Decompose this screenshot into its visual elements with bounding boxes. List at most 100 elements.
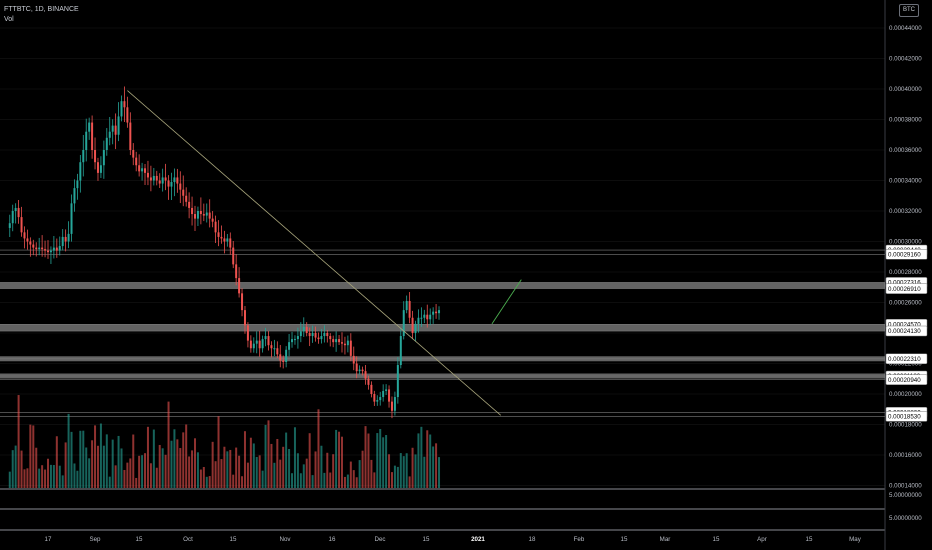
candle-body [423, 314, 426, 318]
candle-body [426, 314, 429, 320]
candle-body [432, 311, 435, 315]
volume-bar [161, 448, 164, 488]
volume-bar [326, 452, 329, 488]
volume-bar [438, 457, 441, 488]
volume-bar [120, 448, 123, 488]
time-tick-label: 15 [713, 536, 720, 543]
volume-bar [141, 455, 144, 488]
candle-body [111, 125, 114, 132]
candle-body [355, 363, 358, 372]
price-tick-label: 0.00018000 [889, 422, 922, 429]
candle-body [311, 333, 314, 337]
time-tick-label: 18 [529, 536, 536, 543]
volume-indicator-label[interactable]: Vol [4, 16, 14, 23]
volume-bar [135, 477, 138, 488]
volume-bar [220, 459, 223, 488]
volume-bar [338, 431, 341, 488]
volume-bar [182, 432, 185, 488]
candle-body [299, 331, 302, 337]
candle-body [146, 172, 149, 178]
volume-bar [179, 448, 182, 488]
volume-bar [126, 462, 129, 488]
candle-body [264, 336, 267, 340]
volume-bar [332, 454, 335, 488]
time-axis[interactable]: 17 Sep 15 Oct 15 Nov 16 Dec 15 2021 18 Feb 15 Mar 15 Ap… [45, 536, 862, 543]
candle-body [82, 150, 85, 163]
price-level-tag-text: 0.00029160 [888, 252, 921, 259]
volume-bar [232, 474, 235, 488]
volume-bar [91, 440, 94, 488]
candle-body [117, 116, 120, 135]
volume-bar [226, 451, 229, 488]
volume-bar [291, 473, 294, 488]
candle-body [164, 177, 167, 181]
symbol-title[interactable]: FTTBTC, 1D, BINANCE [4, 6, 79, 13]
volume-bar [73, 463, 76, 488]
candle-body [96, 162, 99, 173]
volume-bar [32, 425, 35, 488]
volume-bar [432, 446, 435, 488]
candle-body [20, 217, 23, 233]
volume-bar [158, 444, 161, 488]
price-level-tag [885, 353, 928, 365]
volume-bar [343, 476, 346, 488]
volume-bar [390, 472, 393, 488]
candle-body [26, 238, 29, 242]
time-tick-label: 15 [806, 536, 813, 543]
volume-bar [243, 431, 246, 488]
candle-body [349, 340, 352, 356]
candle-body [194, 214, 196, 219]
candle-body [411, 317, 414, 333]
candle-body [405, 300, 408, 311]
candle-body [335, 339, 338, 343]
volume-bar [102, 445, 105, 488]
price-axis[interactable]: 0.00044000 0.00042000 0.00040000 0.00038000… [889, 25, 922, 522]
candle-body [258, 340, 261, 349]
currency-badge[interactable]: BTC [899, 4, 919, 17]
volume-bar [235, 447, 238, 488]
volume-bar [267, 420, 270, 488]
volume-bar [129, 458, 132, 488]
grid-lines [0, 0, 886, 550]
candle-body [291, 339, 294, 343]
candle-body [49, 250, 52, 253]
candle-body [179, 183, 182, 190]
price-tick-label: 0.00042000 [889, 56, 922, 63]
candle-body [32, 244, 35, 248]
volume-bar [61, 475, 64, 488]
volume-bar [64, 442, 67, 488]
candle-body [41, 247, 44, 250]
volume-bar [355, 477, 358, 488]
volume-bar [385, 435, 388, 488]
candle-body [135, 157, 138, 166]
volume-bar [373, 472, 376, 488]
candle-body [211, 218, 214, 222]
volume-bar [196, 452, 199, 488]
price-tick-label: 0.00030000 [889, 239, 922, 246]
candle-body [70, 203, 73, 234]
candle-body [94, 150, 97, 163]
volume-bar [429, 434, 432, 488]
volume-bar [211, 441, 214, 488]
candle-body [393, 397, 396, 411]
volume-bar [323, 472, 326, 488]
candle-body [382, 390, 385, 398]
volume-bar [252, 443, 255, 488]
volume-bar [11, 450, 14, 488]
candle-body [308, 333, 311, 337]
candle-body [8, 223, 11, 228]
chart-legend: FTTBTC, 1D, BINANCE Vol [4, 5, 79, 25]
price-level-tag [885, 325, 928, 337]
volume-bar [414, 454, 417, 488]
time-tick-label: 15 [136, 536, 143, 543]
candle-body [88, 122, 91, 132]
volume-bar [346, 474, 349, 488]
candle-body [246, 325, 249, 341]
volume-bar [38, 468, 41, 488]
volume-bar [299, 473, 302, 488]
volume-bar [44, 469, 47, 488]
candle-body [317, 337, 320, 340]
volume-bar [276, 439, 279, 488]
volume-bar [417, 433, 420, 488]
